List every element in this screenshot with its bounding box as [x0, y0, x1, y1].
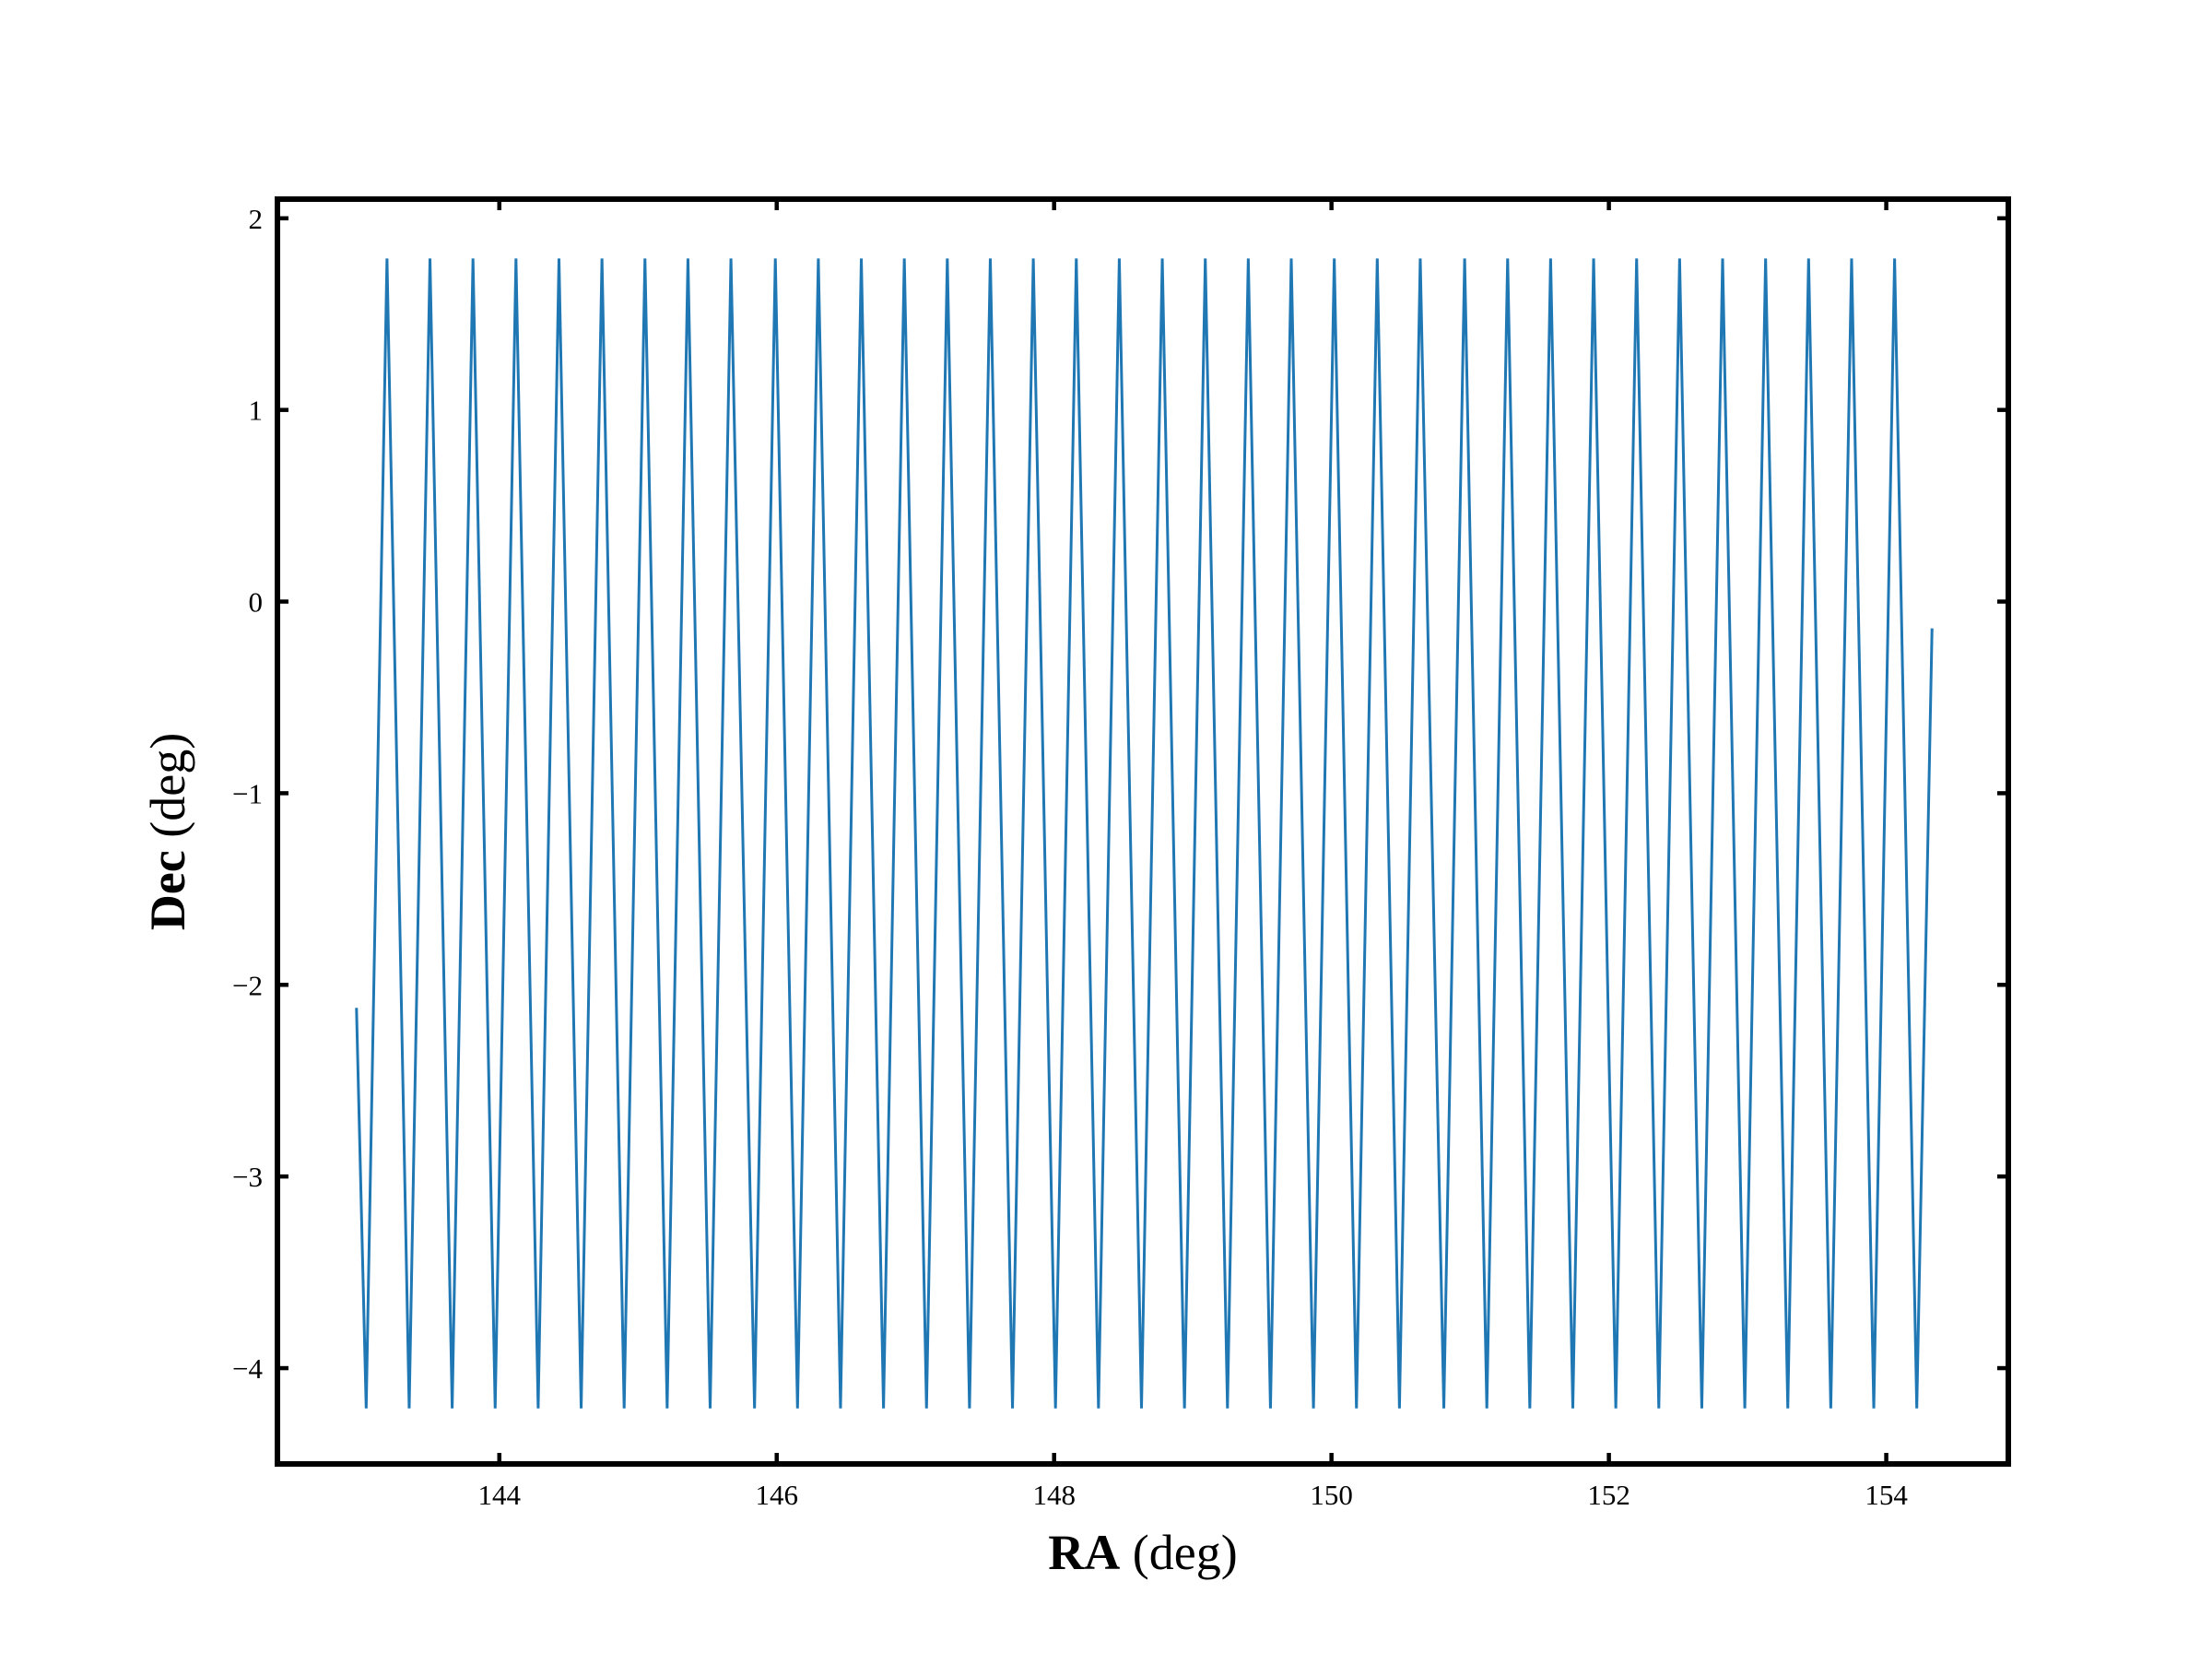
y-tick-label: −2: [232, 969, 263, 1001]
y-tick-label: −3: [232, 1161, 263, 1193]
x-tick-label: 152: [1587, 1479, 1630, 1511]
data-line: [355, 258, 1934, 1409]
x-tick-label: 146: [755, 1479, 798, 1511]
x-tick-label: 148: [1032, 1479, 1076, 1511]
x-tick-label: 144: [478, 1479, 522, 1511]
x-axis-label: RA (deg): [1048, 1525, 1237, 1580]
y-tick-label: 0: [249, 586, 264, 619]
y-tick-label: −1: [232, 777, 263, 809]
y-tick-label: −4: [232, 1352, 263, 1385]
x-tick-label: 150: [1310, 1479, 1353, 1511]
y-tick-label: 2: [249, 203, 264, 235]
y-axis-label: Dec (deg): [140, 733, 195, 930]
x-tick-label: 154: [1865, 1479, 1908, 1511]
plot-frame: [275, 196, 2011, 1467]
y-tick-label: 1: [249, 395, 264, 427]
